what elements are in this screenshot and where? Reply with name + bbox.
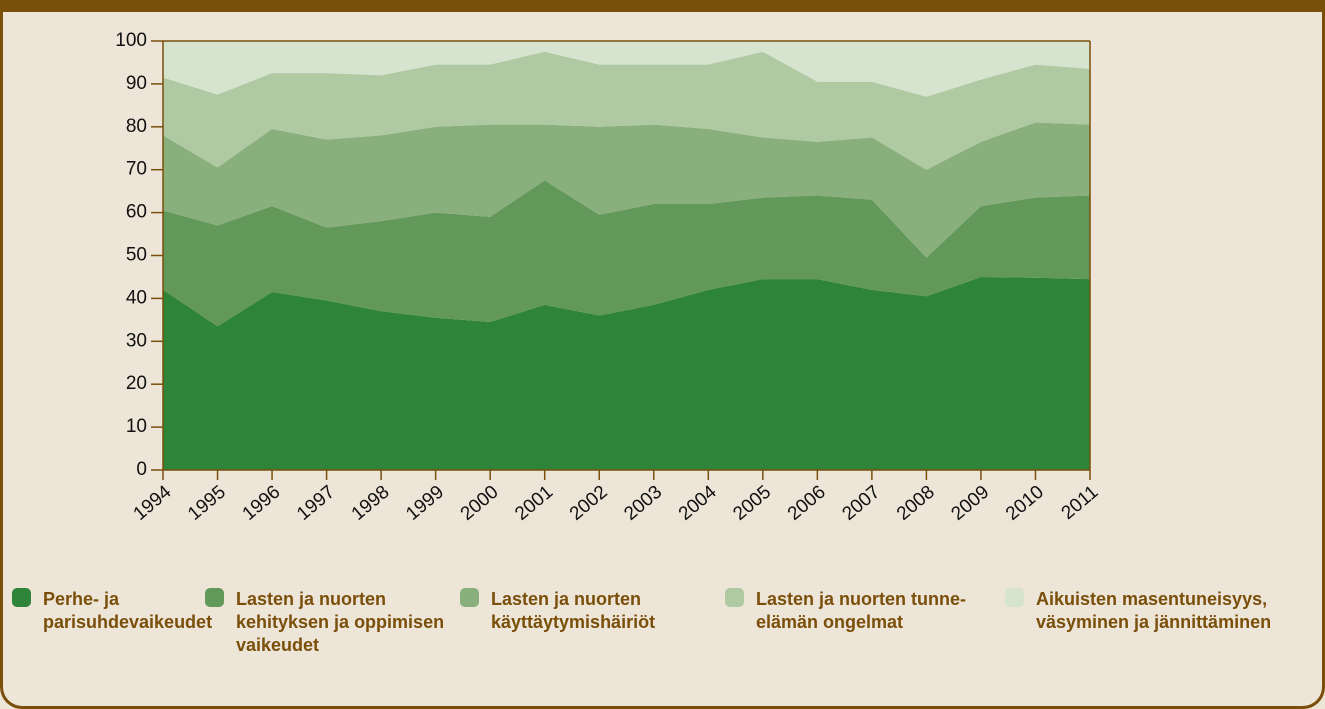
legend-item: Aikuisten masentuneisyys, väsyminen ja j… bbox=[1005, 588, 1325, 634]
area bbox=[163, 276, 1090, 470]
legend-label: Lasten ja nuorten käyttäytymishäiriöt bbox=[491, 589, 656, 632]
y-tick-label: 100 bbox=[115, 30, 147, 51]
y-tick-label: 40 bbox=[126, 287, 147, 308]
x-tick-label: 2011 bbox=[1058, 482, 1103, 524]
y-tick-label: 50 bbox=[126, 245, 147, 266]
x-tick-label: 1996 bbox=[239, 482, 285, 525]
legend-swatch bbox=[460, 588, 479, 607]
y-tick-label: 80 bbox=[126, 116, 147, 137]
area bbox=[163, 41, 1090, 97]
x-tick-label: 2007 bbox=[838, 482, 884, 525]
x-tick-label: 1994 bbox=[130, 481, 176, 525]
legend-swatch bbox=[1005, 588, 1024, 607]
legend-item: Lasten ja nuorten kehityksen ja oppimise… bbox=[205, 588, 466, 657]
x-tick-label: 1997 bbox=[293, 482, 339, 525]
x-tick-label: 2001 bbox=[511, 482, 557, 525]
x-tick-label: 2004 bbox=[675, 481, 721, 525]
x-tick-label: 2006 bbox=[784, 482, 830, 525]
x-tick-label: 2002 bbox=[566, 482, 612, 525]
legend-swatch bbox=[205, 588, 224, 607]
legend-item: Lasten ja nuorten käyttäytymishäiriöt bbox=[460, 588, 691, 634]
x-tick-label: 2000 bbox=[457, 482, 503, 525]
y-tick-label: 30 bbox=[126, 330, 147, 351]
y-tick-label: 70 bbox=[126, 159, 147, 180]
legend-label: Lasten ja nuorten tunne-elämän ongelmat bbox=[756, 589, 967, 632]
legend-swatch bbox=[12, 588, 31, 607]
legend-item: Lasten ja nuorten tunne-elämän ongelmat bbox=[725, 588, 986, 634]
y-tick-label: 90 bbox=[126, 73, 147, 94]
x-tick-label: 2010 bbox=[1002, 482, 1048, 525]
area bbox=[163, 51, 1090, 170]
y-tick-label: 20 bbox=[126, 373, 147, 394]
legend-item: Perhe- ja parisuhdevaikeudet bbox=[12, 588, 213, 634]
x-tick-label: 1999 bbox=[402, 482, 448, 525]
legend-label: Aikuisten masentuneisyys, väsyminen ja j… bbox=[1036, 589, 1272, 632]
x-tick-label: 2005 bbox=[729, 482, 775, 525]
y-tick-label: 10 bbox=[126, 416, 147, 437]
legend-label: Perhe- ja parisuhdevaikeudet bbox=[43, 589, 213, 632]
legend-swatch bbox=[725, 588, 744, 607]
x-tick-label: 2009 bbox=[947, 482, 993, 525]
legend-label: Lasten ja nuorten kehityksen ja oppimise… bbox=[236, 589, 445, 655]
y-tick-label: 60 bbox=[126, 202, 147, 223]
x-tick-label: 2003 bbox=[620, 482, 666, 525]
x-tick-label: 1995 bbox=[184, 482, 230, 525]
x-tick-label: 2008 bbox=[893, 482, 939, 525]
area bbox=[163, 122, 1090, 258]
y-tick-label: 0 bbox=[136, 459, 147, 480]
x-tick-label: 1998 bbox=[348, 482, 394, 525]
area bbox=[163, 180, 1090, 327]
